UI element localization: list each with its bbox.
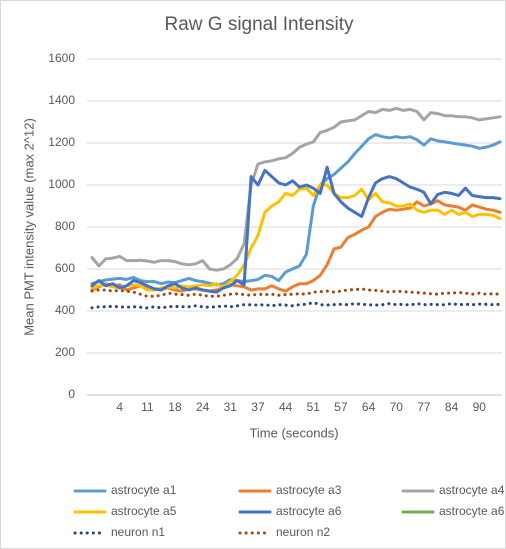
x-tick-label: 31 bbox=[224, 400, 238, 414]
series-line bbox=[90, 106, 502, 272]
legend-label: neuron n1 bbox=[111, 525, 165, 539]
y-tick-label: 800 bbox=[55, 219, 75, 233]
x-tick-label: 4 bbox=[116, 400, 123, 414]
legend-label: astrocyte a6 bbox=[439, 504, 505, 518]
y-tick-label: 1000 bbox=[48, 177, 75, 191]
legend-label: astrocyte a6 bbox=[276, 504, 342, 518]
y-tick-label: 1400 bbox=[48, 93, 75, 107]
y-tick-label: 0 bbox=[68, 387, 75, 401]
series-line bbox=[90, 287, 502, 298]
chart-title: Raw G signal Intensity bbox=[164, 14, 354, 35]
x-tick-label: 24 bbox=[196, 400, 210, 414]
y-tick-label: 600 bbox=[55, 261, 75, 275]
x-tick-label: 84 bbox=[445, 400, 459, 414]
series-line bbox=[90, 165, 502, 294]
x-tick-label: 57 bbox=[334, 400, 348, 414]
series-line bbox=[90, 301, 502, 310]
y-tick-label: 1600 bbox=[48, 51, 75, 65]
x-tick-label: 18 bbox=[168, 400, 182, 414]
x-tick-label: 44 bbox=[279, 400, 293, 414]
y-axis-label: Mean PMT intensity value (max 2^12) bbox=[21, 118, 36, 336]
y-tick-label: 400 bbox=[55, 303, 75, 317]
x-tick-label: 64 bbox=[362, 400, 376, 414]
x-tick-label: 77 bbox=[417, 400, 431, 414]
legend-label: neuron n2 bbox=[276, 525, 330, 539]
x-tick-label: 70 bbox=[390, 400, 404, 414]
legend-label: astrocyte a5 bbox=[111, 504, 177, 518]
y-tick-label: 1200 bbox=[48, 135, 75, 149]
series-line bbox=[90, 183, 502, 292]
legend-label: astrocyte a1 bbox=[111, 483, 177, 497]
x-tick-label: 37 bbox=[251, 400, 265, 414]
y-tick-label: 200 bbox=[55, 345, 75, 359]
legend-label: astrocyte a4 bbox=[439, 483, 505, 497]
x-tick-label: 51 bbox=[307, 400, 321, 414]
series-line bbox=[90, 133, 502, 287]
legend-label: astrocyte a3 bbox=[276, 483, 342, 497]
x-tick-label: 11 bbox=[141, 400, 154, 414]
x-axis-label: Time (seconds) bbox=[249, 425, 338, 440]
x-tick-label: 90 bbox=[473, 400, 487, 414]
